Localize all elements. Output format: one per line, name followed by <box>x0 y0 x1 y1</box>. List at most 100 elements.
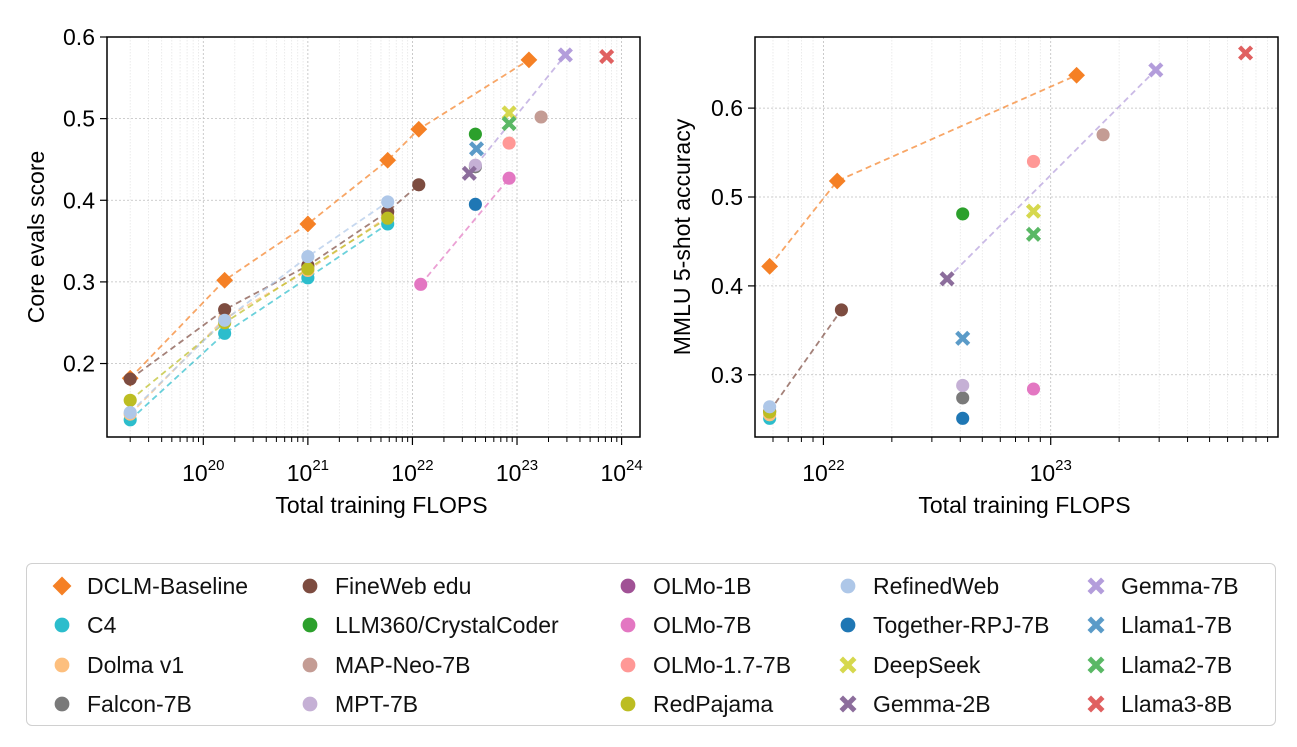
y-tick-label: 0.2 <box>63 351 95 377</box>
point-redpajama <box>301 262 315 276</box>
circle-marker-icon <box>615 573 641 599</box>
legend-item-llama1-7b: Llama1-7B <box>1083 607 1232 643</box>
point-fineweb-edu <box>123 372 137 386</box>
legend-label: RedPajama <box>653 690 774 717</box>
trend-line-refinedweb <box>129 201 389 414</box>
point-deepseek <box>1025 203 1042 219</box>
legend-marker <box>620 696 636 712</box>
point-dclm-baseline <box>761 257 779 275</box>
x-tick-label: 1021 <box>287 457 329 486</box>
point-olmo-7b <box>1026 382 1041 396</box>
legend-label: DCLM-Baseline <box>87 572 249 599</box>
legend-marker <box>302 617 318 633</box>
trend-line-dclm-baseline <box>129 59 530 379</box>
point-refinedweb <box>218 313 232 327</box>
circle-marker-icon <box>297 691 323 717</box>
legend-label: Llama3-8B <box>1121 690 1233 717</box>
legend-item-fineweb-edu: FineWeb edu <box>297 568 471 604</box>
point-dclm-baseline <box>379 151 397 169</box>
legend-label: OLMo-1B <box>653 572 752 599</box>
point-olmo-7b <box>502 171 516 185</box>
y-tick-label: 0.4 <box>63 187 95 213</box>
point-llm360-crystalcoder <box>956 207 970 221</box>
circle-marker-icon <box>615 691 641 717</box>
legend-item-refinedweb: RefinedWeb <box>835 568 999 604</box>
point-gemma-2b <box>939 271 955 287</box>
legend-item-mpt-7b: MPT-7B <box>297 686 418 722</box>
point-olmo-7b <box>414 277 428 291</box>
legend-marker <box>620 657 636 673</box>
point-redpajama <box>381 211 395 225</box>
point-dclm-baseline <box>216 271 234 289</box>
plot-frame <box>754 36 1279 438</box>
legend-label: FineWeb edu <box>335 572 472 599</box>
legend-label: MPT-7B <box>335 690 419 717</box>
point-gemma-7b <box>557 47 573 63</box>
legend-item-dolma-v1: Dolma v1 <box>49 647 184 683</box>
x-tick-label: 1023 <box>1030 457 1072 486</box>
circle-marker-icon <box>49 652 75 678</box>
legend-marker <box>302 578 318 594</box>
legend-item-olmo-7b: OLMo-7B <box>615 607 751 643</box>
y-tick-label: 0.3 <box>63 269 95 295</box>
legend-item-c4: C4 <box>49 607 116 643</box>
legend-item-olmo-1-7-7b: OLMo-1.7-7B <box>615 647 791 683</box>
legend-label: Llama1-7B <box>1121 611 1233 638</box>
legend: DCLM-Baseline C4 Dolma v1 Falcon-7B FineWeb … <box>26 563 1276 726</box>
x-marker-icon <box>835 691 861 717</box>
y-tick-label: 0.6 <box>711 95 743 121</box>
point-dclm-baseline <box>410 120 428 138</box>
circle-marker-icon <box>835 573 861 599</box>
point-redpajama <box>123 393 137 407</box>
legend-marker <box>840 578 856 594</box>
point-dclm-baseline <box>520 51 538 69</box>
y-tick-label: 0.6 <box>63 24 95 50</box>
trend-line-olmo-7b <box>420 177 510 285</box>
legend-item-gemma-2b: Gemma-2B <box>835 686 991 722</box>
point-llama3-8b <box>1238 45 1254 61</box>
legend-label: Gemma-2B <box>873 690 991 717</box>
trend-line-fineweb-edu <box>768 309 843 412</box>
circle-marker-icon <box>835 612 861 638</box>
point-refinedweb <box>763 400 777 414</box>
y-axis-label: Core evals score <box>23 151 49 324</box>
figure: 1020 1021 1022 1023 1024 0.2 0.3 0.4 0.5 0.6 Total… <box>23 24 1279 518</box>
x-tick-label: 1022 <box>391 457 433 486</box>
y-tick-label: 0.3 <box>711 362 743 388</box>
legend-item-llama2-7b: Llama2-7B <box>1083 647 1232 683</box>
y-tick-label: 0.5 <box>63 106 95 132</box>
x-marker-icon <box>1083 612 1109 638</box>
legend-label: RefinedWeb <box>873 572 1000 599</box>
circle-marker-icon <box>615 652 641 678</box>
point-map-neo-7b <box>534 110 548 124</box>
point-dclm-baseline <box>828 172 846 190</box>
x-tick-label: 1020 <box>182 457 224 486</box>
legend-label: Together-RPJ-7B <box>873 611 1050 638</box>
legend-marker <box>1087 656 1105 674</box>
point-dclm-baseline <box>299 215 317 233</box>
point-llm360-crystalcoder <box>468 127 482 141</box>
point-llama1-7b <box>468 141 485 157</box>
point-olmo-1-7-7b <box>502 136 516 150</box>
mmlu-chart: 1022 1023 0.3 0.4 0.5 0.6 Total training FLOPS… <box>669 36 1279 518</box>
legend-marker <box>54 696 70 712</box>
legend-item-llm360-crystalcoder: LLM360/CrystalCoder <box>297 607 559 643</box>
x-marker-icon <box>1083 573 1109 599</box>
legend-item-dclm-baseline: DCLM-Baseline <box>49 568 248 604</box>
x-tick-label: 1024 <box>600 457 642 486</box>
trend-line-c4 <box>129 223 389 421</box>
legend-marker <box>1087 695 1105 713</box>
y-tick-label: 0.5 <box>711 184 743 210</box>
legend-item-olmo-1b: OLMo-1B <box>615 568 751 604</box>
circle-marker-icon <box>49 612 75 638</box>
plot-frame <box>106 36 641 438</box>
legend-label: OLMo-7B <box>653 611 752 638</box>
point-gemma-7b <box>1148 62 1164 78</box>
x-tick-label: 1023 <box>496 457 538 486</box>
point-fineweb-edu <box>218 303 232 317</box>
point-together-rpj-7b <box>956 411 970 425</box>
legend-marker <box>840 617 856 633</box>
core-evals-chart: 1020 1021 1022 1023 1024 0.2 0.3 0.4 0.5 0.6 Total… <box>23 24 643 518</box>
legend-marker <box>52 576 72 596</box>
y-axis-label: MMLU 5-shot accuracy <box>669 118 695 355</box>
